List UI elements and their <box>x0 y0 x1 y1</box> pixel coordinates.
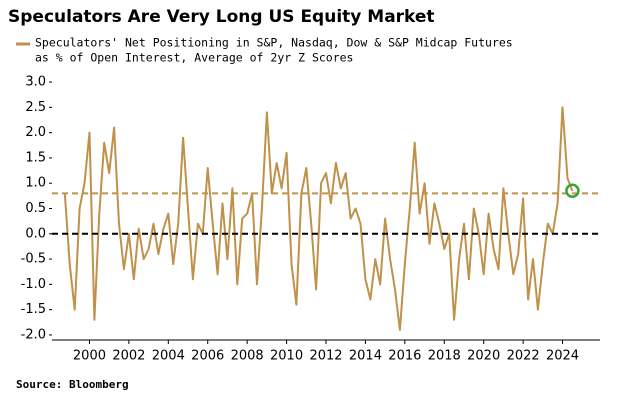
y-tick-label: -2.0 <box>21 327 46 342</box>
highlight-marker <box>565 183 580 199</box>
chart-title: Speculators Are Very Long US Equity Mark… <box>8 7 435 27</box>
y-tick-label: -1.5 <box>21 302 46 317</box>
series-line <box>63 106 574 331</box>
y-tick-label: 0.5 <box>25 201 46 216</box>
y-tick-label: 3.0 <box>25 75 46 90</box>
y-tick-label: 1.5 <box>25 150 46 165</box>
x-tick-label: 2000 <box>73 349 106 364</box>
x-tick-label: 2016 <box>388 349 421 364</box>
legend-label: as % of Open Interest, Average of 2yr Z … <box>35 51 354 65</box>
y-tick-label: 1.0 <box>25 176 46 191</box>
x-tick-label: 2024 <box>546 349 579 364</box>
x-tick-label: 2002 <box>112 349 145 364</box>
x-tick-label: 2008 <box>231 349 264 364</box>
x-tick-label: 2012 <box>309 349 342 364</box>
y-tick-label: -0.5 <box>21 252 46 267</box>
x-tick-label: 2022 <box>507 349 540 364</box>
y-tick-label: -1.0 <box>21 277 46 292</box>
x-tick-label: 2014 <box>349 349 382 364</box>
x-tick-label: 2020 <box>467 349 500 364</box>
source: Source: Bloomberg <box>16 378 129 391</box>
y-tick-label: 0.0 <box>25 226 46 241</box>
y-tick-label: 2.0 <box>25 125 46 140</box>
y-tick-label: 2.5 <box>25 100 46 115</box>
x-tick-label: 2010 <box>270 349 303 364</box>
x-tick-label: 2004 <box>152 349 185 364</box>
x-tick-label: 2018 <box>428 349 461 364</box>
x-tick-label: 2006 <box>191 349 224 364</box>
legend-label: Speculators' Net Positioning in S&P, Nas… <box>35 36 513 50</box>
